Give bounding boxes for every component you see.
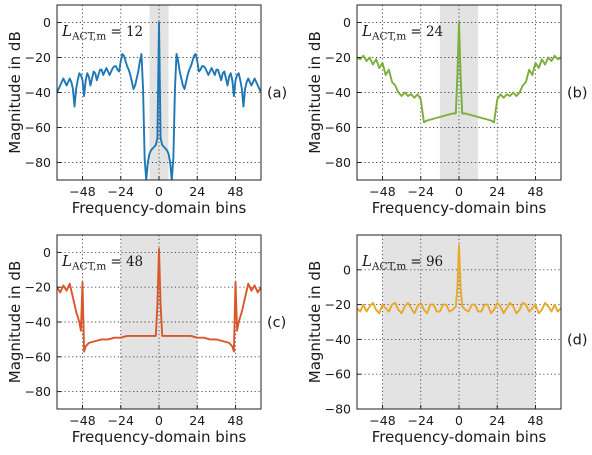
panel-b: −48 −24 0 24 48−80−60−40−200Frequency-domain…	[306, 4, 588, 217]
y-tick-label: 0	[343, 15, 351, 30]
series-line-0	[57, 247, 261, 353]
param-symbol: L	[361, 22, 372, 40]
x-tick-label: 0	[155, 413, 163, 428]
param-subscript: ACT,m	[71, 31, 106, 43]
y-tick-label: −80	[25, 155, 51, 170]
panel-label: (d)	[567, 332, 588, 348]
param-subscript: ACT,m	[371, 31, 406, 43]
y-tick-label: −80	[325, 402, 351, 417]
x-tick-label: −48	[69, 413, 95, 428]
param-annotation: LACT,m = 96	[361, 252, 443, 273]
param-annotation: LACT,m = 24	[361, 22, 443, 43]
x-tick-label: −24	[408, 184, 434, 199]
y-tick-label: −20	[325, 297, 351, 312]
y-tick-label: −60	[325, 367, 351, 382]
x-tick-label: 48	[228, 184, 244, 199]
param-value: = 96	[410, 254, 443, 270]
x-axis-label: Frequency-domain bins	[72, 428, 247, 446]
y-tick-label: −20	[325, 50, 351, 65]
y-tick-label: 0	[43, 15, 51, 30]
panel-label: (b)	[567, 86, 588, 102]
y-tick-label: −20	[25, 280, 51, 295]
series-line-0	[357, 21, 561, 124]
y-tick-label: −60	[325, 120, 351, 135]
x-tick-label: −48	[369, 184, 395, 199]
x-tick-label: 48	[528, 413, 544, 428]
y-tick-label: −80	[325, 155, 351, 170]
y-tick-label: −40	[25, 85, 51, 100]
x-axis-label: Frequency-domain bins	[372, 199, 547, 217]
y-tick-label: 0	[43, 245, 51, 260]
panel-c: −48 −24 0 24 48−80−60−40−200Frequency-domain…	[6, 234, 286, 446]
x-tick-label: 0	[455, 413, 463, 428]
param-symbol: L	[61, 252, 72, 270]
x-tick-label: 48	[528, 184, 544, 199]
param-annotation: LACT,m = 12	[61, 22, 143, 43]
x-tick-label: 24	[489, 184, 505, 199]
y-tick-label: −40	[25, 315, 51, 330]
panel-label: (a)	[267, 86, 287, 102]
panel-d: −48 −24 0 24 48−80−60−40−200Frequency-domain…	[306, 234, 588, 446]
y-tick-label: −80	[25, 384, 51, 399]
param-annotation: LACT,m = 48	[61, 252, 143, 273]
param-subscript: ACT,m	[71, 261, 106, 273]
panel-a: −48 −24 0 24 48−80−60−40−200Frequency-domain…	[6, 4, 287, 217]
x-tick-label: 48	[228, 413, 244, 428]
x-axis-label: Frequency-domain bins	[372, 428, 547, 446]
y-tick-label: −40	[325, 85, 351, 100]
x-tick-label: 0	[455, 184, 463, 199]
x-axis-label: Frequency-domain bins	[72, 199, 247, 217]
y-axis-label: Magnitude in dB	[6, 261, 24, 384]
x-tick-label: 24	[189, 413, 205, 428]
y-axis-label: Magnitude in dB	[6, 31, 24, 154]
y-tick-label: −60	[25, 349, 51, 364]
y-tick-label: 0	[343, 262, 351, 277]
panel-label: (c)	[267, 315, 286, 331]
param-value: = 24	[410, 24, 443, 40]
param-value: = 12	[110, 24, 143, 40]
x-tick-label: 0	[155, 184, 163, 199]
y-tick-label: −20	[25, 50, 51, 65]
x-tick-label: −24	[408, 413, 434, 428]
param-symbol: L	[361, 252, 372, 270]
series-line-0	[357, 244, 561, 315]
x-tick-label: −48	[69, 184, 95, 199]
x-tick-label: −24	[108, 184, 134, 199]
param-subscript: ACT,m	[371, 261, 406, 273]
x-tick-label: 24	[489, 413, 505, 428]
y-tick-label: −40	[325, 332, 351, 347]
x-tick-label: −24	[108, 413, 134, 428]
y-tick-label: −60	[25, 120, 51, 135]
x-tick-label: 24	[189, 184, 205, 199]
param-symbol: L	[61, 22, 72, 40]
x-tick-label: −48	[369, 413, 395, 428]
series-line-0	[57, 21, 261, 180]
y-axis-label: Magnitude in dB	[306, 31, 324, 154]
param-value: = 48	[110, 254, 143, 270]
y-axis-label: Magnitude in dB	[306, 261, 324, 384]
